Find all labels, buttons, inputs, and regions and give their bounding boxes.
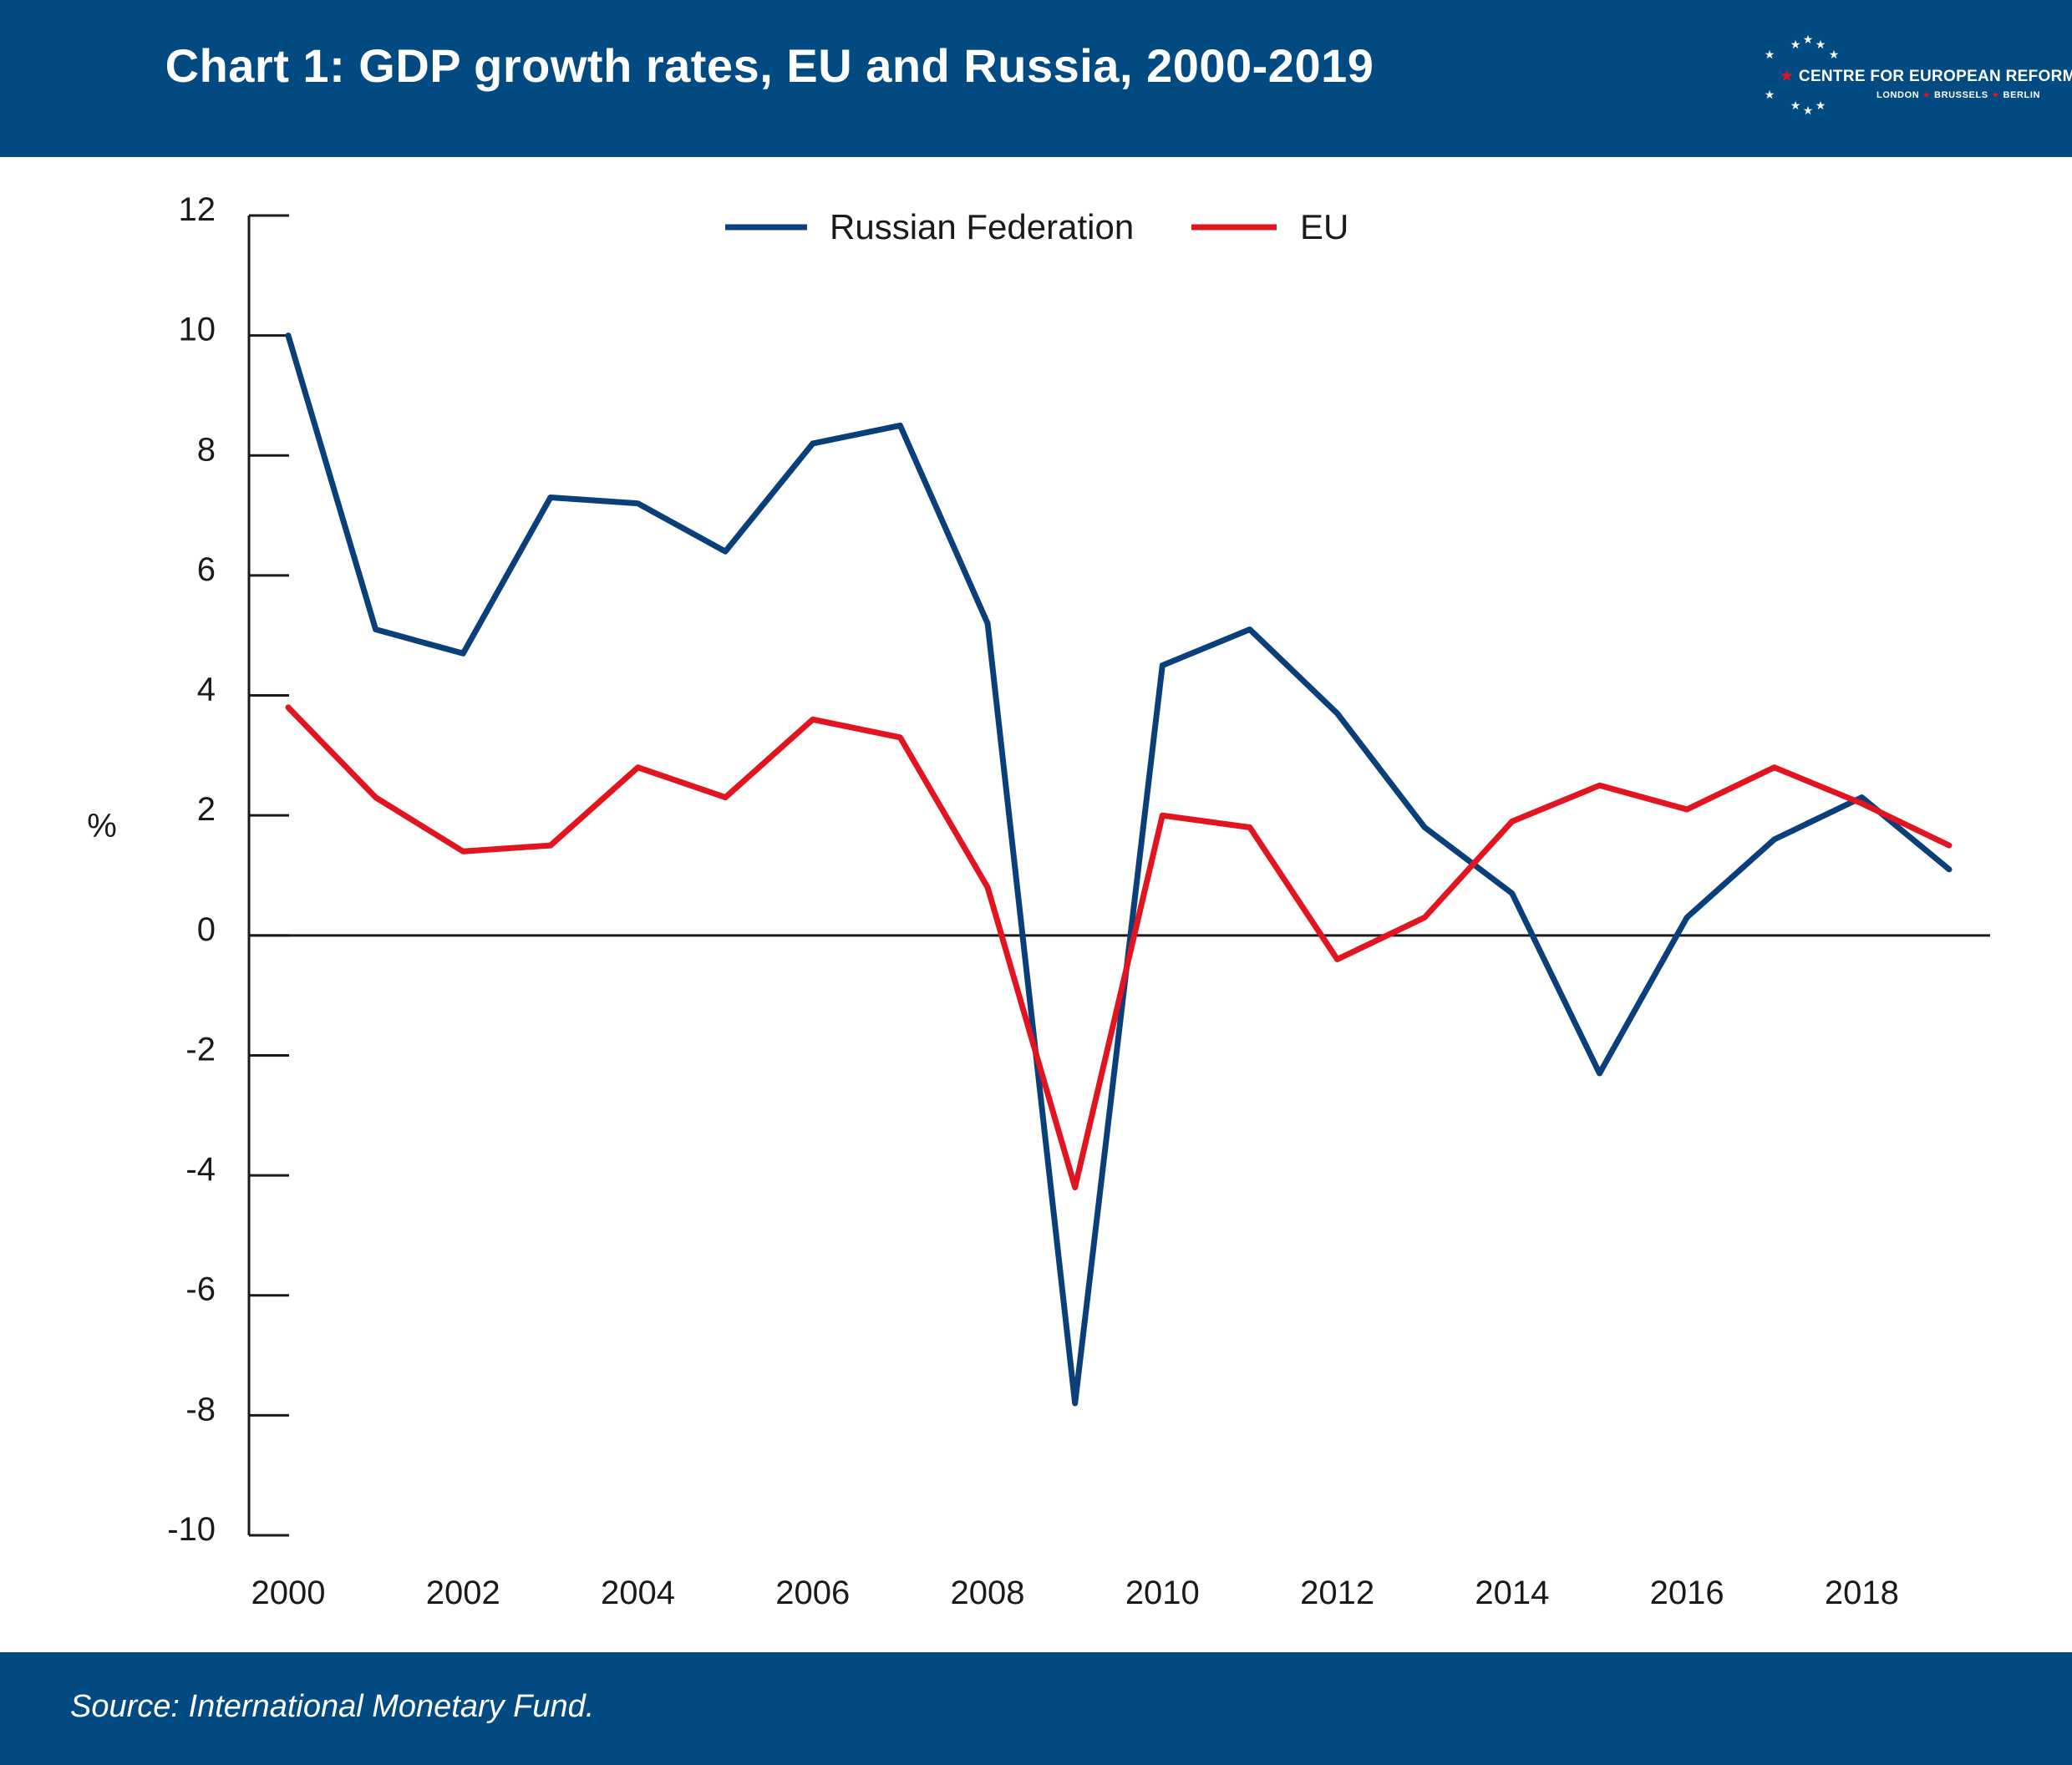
y-tick-label: 4	[197, 672, 216, 708]
svg-text:★: ★	[1765, 48, 1775, 61]
logo-cities: LONDON ★ BRUSSELS ★ BERLIN	[1876, 89, 2040, 100]
x-tick-label: 2012	[1300, 1575, 1374, 1611]
chart-title: Chart 1: GDP growth rates, EU and Russia…	[165, 39, 1374, 92]
legend-label-eu: EU	[1300, 207, 1348, 246]
logo-city-london: LONDON	[1876, 90, 1920, 100]
logo-city-brussels: BRUSSELS	[1934, 90, 1988, 100]
svg-text:★: ★	[1829, 48, 1840, 61]
x-tick-label: 2008	[951, 1575, 1025, 1611]
logo-name-text: CENTRE FOR EUROPEAN REFORM	[1798, 68, 2072, 85]
svg-text:★: ★	[1790, 38, 1801, 51]
x-tick-label: 2000	[251, 1575, 326, 1611]
footer-bar: Source: International Monetary Fund.	[0, 1652, 2072, 1765]
x-tick-label: 2010	[1125, 1575, 1200, 1611]
logo-city-separator-icon: ★	[1988, 90, 2003, 100]
x-tick-label: 2016	[1650, 1575, 1724, 1611]
logo-city-separator-icon: ★	[1919, 90, 1935, 100]
logo-stars-icon: ★ ★ ★ ★ ★ ★ ★ ★ ★	[1765, 33, 1840, 117]
y-tick-label: -4	[185, 1151, 216, 1188]
line-chart: 12 10 8 6 4 2 0 -2 -4 -6 -8 -10 2000 2002 2004 2006 2008…	[87, 191, 1990, 1611]
y-tick-label: 8	[197, 431, 216, 468]
source-note: Source: International Monetary Fund.	[70, 1689, 595, 1724]
legend: Russian Federation EU	[725, 207, 1348, 246]
logo-city-berlin: BERLIN	[2003, 90, 2041, 100]
cer-logo: ★ ★ ★ ★ ★ ★ ★ ★ ★ ★ CENTRE FOR EUROPEAN …	[1755, 32, 2072, 125]
svg-text:★: ★	[1803, 104, 1814, 117]
svg-text:★: ★	[1816, 99, 1826, 112]
svg-text:★: ★	[1803, 33, 1814, 46]
y-tick-label: 10	[179, 312, 216, 348]
x-tick-label: 2018	[1825, 1575, 1899, 1611]
svg-text:★: ★	[1765, 88, 1775, 101]
y-tick-label: 2	[197, 791, 216, 828]
axes-group: 12 10 8 6 4 2 0 -2 -4 -6 -8 -10 2000 2002 2004 2006 2008…	[167, 191, 1990, 1611]
y-tick-label: -6	[185, 1271, 216, 1308]
svg-text:★: ★	[1790, 99, 1801, 112]
y-tick-label: 12	[179, 191, 216, 228]
y-tick-label: -2	[185, 1031, 216, 1068]
series-lines-group	[285, 332, 1953, 1407]
y-tick-label: 0	[197, 911, 216, 948]
y-axis-label: %	[87, 808, 117, 844]
y-tick-label: -8	[185, 1391, 216, 1428]
series-line-eu	[285, 704, 1953, 1190]
x-tick-label: 2014	[1475, 1575, 1549, 1611]
series-line-russian-federation	[285, 332, 1953, 1407]
logo-red-star-icon: ★	[1780, 68, 1799, 85]
x-tick-label: 2002	[426, 1575, 500, 1611]
y-tick-label: -10	[167, 1511, 216, 1548]
x-tick-label: 2004	[601, 1575, 675, 1611]
header-bar: Chart 1: GDP growth rates, EU and Russia…	[0, 0, 2072, 157]
y-tick-label: 6	[197, 551, 216, 588]
chart-area: 12 10 8 6 4 2 0 -2 -4 -6 -8 -10 2000 2002 2004 2006 2008…	[0, 157, 2072, 1652]
x-tick-label: 2006	[775, 1575, 850, 1611]
legend-label-russian-federation: Russian Federation	[830, 207, 1134, 246]
svg-text:★: ★	[1816, 38, 1826, 51]
logo-name: ★ CENTRE FOR EUROPEAN REFORM	[1780, 67, 2072, 86]
